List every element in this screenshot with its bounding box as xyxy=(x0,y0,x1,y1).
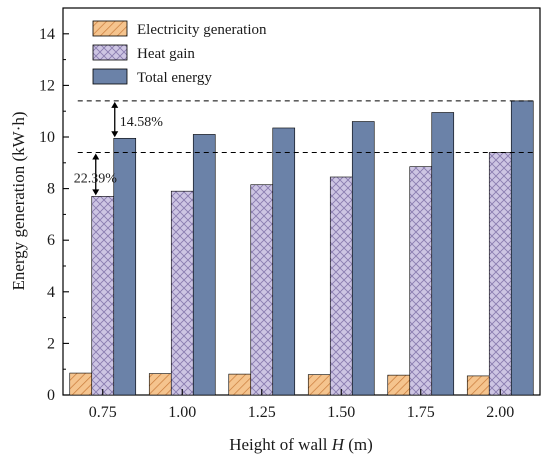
annotation-label: 14.58% xyxy=(120,115,164,130)
bar-total-energy xyxy=(192,134,216,396)
annotation-arrowhead-up xyxy=(92,153,100,160)
bar-heat-gain xyxy=(250,184,274,396)
annotation-label: 22.39% xyxy=(74,171,118,186)
reference-lines xyxy=(77,100,534,153)
x-tick-label: 1.75 xyxy=(407,404,435,421)
legend-swatch-heat-gain xyxy=(92,44,128,61)
bar-heat-gain xyxy=(91,196,115,396)
x-axis: 0.75 1.00 1.25 1.50 1.75 2.00 xyxy=(89,389,514,421)
x-tick-label: 2.00 xyxy=(486,404,514,421)
legend-label-heat-gain: Heat gain xyxy=(137,46,195,62)
y-tick-label: 4 xyxy=(47,284,55,301)
bar-total-energy xyxy=(431,112,455,396)
y-tick-label: 14 xyxy=(39,26,55,43)
legend-swatch-electricity xyxy=(92,20,128,37)
annotation-arrowhead-down xyxy=(111,131,119,138)
x-axis-title: Height of wall H (m) xyxy=(229,435,373,454)
bars-group xyxy=(69,100,534,396)
bar-total-energy xyxy=(510,100,534,396)
plot-frame xyxy=(62,7,541,396)
y-tick-label: 2 xyxy=(47,335,55,352)
annotation-arrowhead-up xyxy=(111,101,119,108)
legend-swatch-total-energy xyxy=(92,68,128,85)
x-tick-label: 1.50 xyxy=(327,404,355,421)
y-tick-label: 6 xyxy=(47,232,55,249)
x-tick-label: 0.75 xyxy=(89,404,117,421)
y-tick-label: 8 xyxy=(47,181,55,198)
bar-heat-gain xyxy=(329,176,353,396)
bar-electricity-generation xyxy=(148,373,172,396)
bar-electricity-generation xyxy=(228,373,252,396)
bar-heat-gain xyxy=(170,190,194,396)
bar-total-energy xyxy=(113,137,137,396)
bar-electricity-generation xyxy=(466,375,490,396)
annotations: 14.58% 22.39% xyxy=(74,101,164,196)
y-tick-label: 10 xyxy=(39,129,55,146)
y-axis-title: Energy generation (kW·h) xyxy=(9,111,28,290)
bar-electricity-generation xyxy=(387,374,411,396)
y-tick-label: 12 xyxy=(39,77,55,94)
legend: Electricity generation Heat gain Total e… xyxy=(92,20,267,86)
y-axis: 0 2 4 6 8 10 12 14 xyxy=(39,26,69,404)
legend-label-total-energy: Total energy xyxy=(137,70,212,86)
bar-heat-gain xyxy=(409,166,433,396)
bar-total-energy xyxy=(351,121,375,396)
bar-electricity-generation xyxy=(307,374,331,396)
bar-total-energy xyxy=(272,127,296,396)
y-tick-label: 0 xyxy=(47,387,55,404)
x-tick-label: 1.25 xyxy=(248,404,276,421)
bar-heat-gain xyxy=(488,152,512,396)
annotation-arrowhead-down xyxy=(92,189,100,196)
legend-label-electricity: Electricity generation xyxy=(137,22,267,38)
bar-electricity-generation xyxy=(69,372,93,396)
x-tick-label: 1.00 xyxy=(168,404,196,421)
